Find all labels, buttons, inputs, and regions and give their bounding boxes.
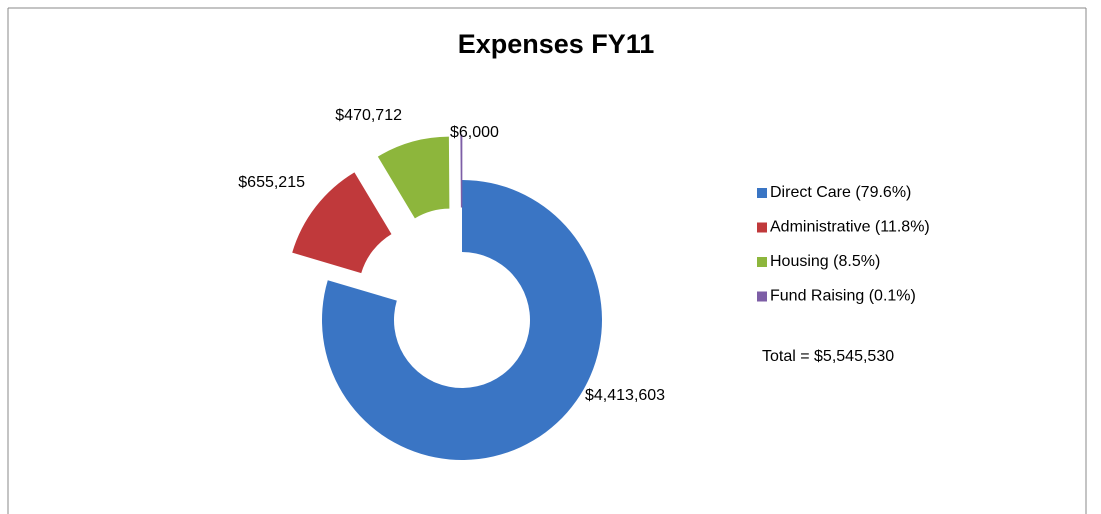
legend-swatch — [757, 291, 767, 302]
legend-swatch — [757, 222, 767, 233]
donut-segment — [322, 180, 602, 460]
data-label: $470,712 — [335, 107, 402, 124]
donut-segment — [377, 136, 450, 219]
legend-swatch — [757, 188, 767, 198]
legend-label: Fund Raising (0.1%) — [770, 288, 916, 305]
data-label: $6,000 — [450, 124, 499, 141]
legend-label: Direct Care (79.6%) — [770, 184, 911, 201]
donut-segment — [292, 172, 392, 274]
annotation: Total = $5,545,530 — [762, 348, 894, 365]
legend-label: Housing (8.5%) — [770, 253, 880, 270]
donut-segment — [460, 134, 463, 208]
data-label: $655,215 — [238, 174, 305, 191]
data-label: $4,413,603 — [585, 387, 665, 404]
chart-title: Expenses FY11 — [458, 29, 655, 59]
legend-swatch — [757, 257, 767, 267]
legend-label: Administrative (11.8%) — [770, 219, 930, 236]
